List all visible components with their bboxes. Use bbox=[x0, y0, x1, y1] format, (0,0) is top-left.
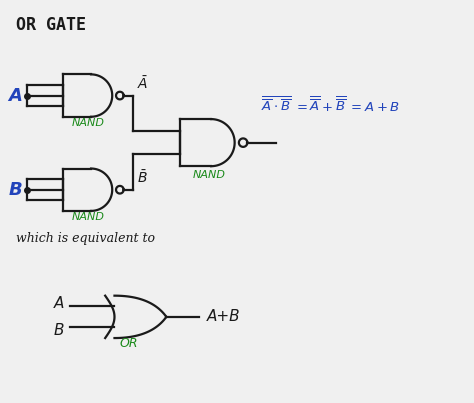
Text: NAND: NAND bbox=[192, 170, 225, 180]
Text: $\bar{B}$: $\bar{B}$ bbox=[137, 169, 147, 186]
Text: NAND: NAND bbox=[72, 212, 105, 222]
Text: NAND: NAND bbox=[72, 118, 105, 128]
Text: A: A bbox=[54, 296, 64, 311]
Text: $\overline{\overline{A}\cdot\overline{B}}$ $= \overline{\overline{A}}+\overline{: $\overline{\overline{A}\cdot\overline{B}… bbox=[261, 95, 400, 115]
Text: $\bar{A}$: $\bar{A}$ bbox=[137, 75, 148, 92]
Text: A+B: A+B bbox=[206, 310, 240, 324]
Text: which is equivalent to: which is equivalent to bbox=[16, 231, 155, 245]
Text: A: A bbox=[9, 87, 22, 104]
Text: OR: OR bbox=[119, 337, 138, 351]
Text: B: B bbox=[9, 181, 22, 199]
Text: OR GATE: OR GATE bbox=[16, 15, 86, 33]
Text: B: B bbox=[54, 322, 64, 338]
